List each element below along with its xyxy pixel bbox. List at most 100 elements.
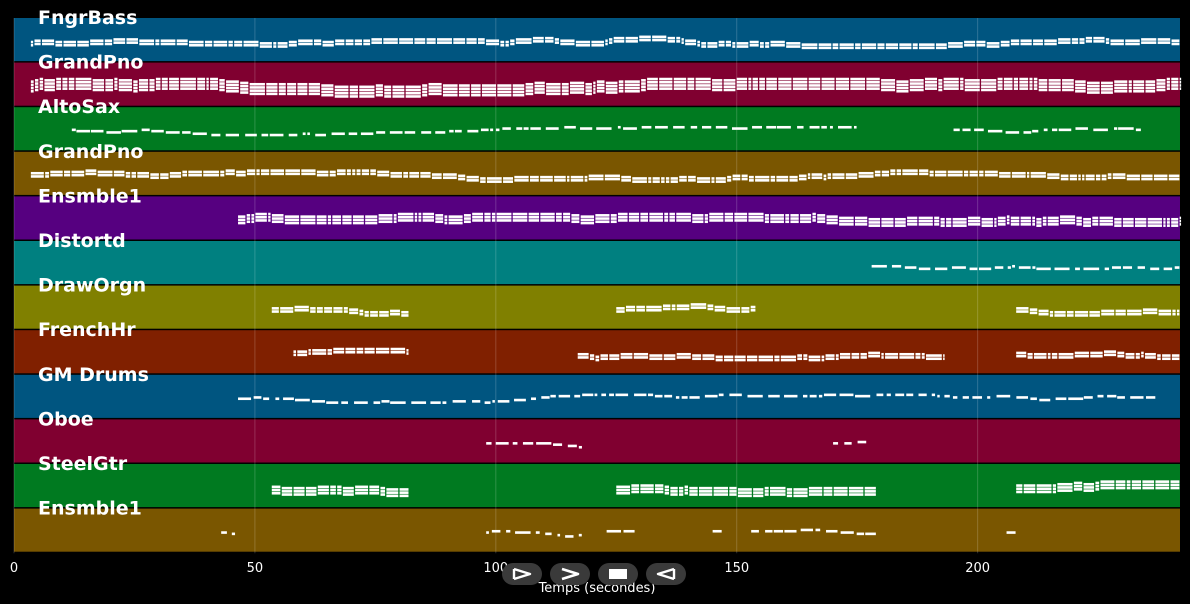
note xyxy=(327,349,332,352)
note xyxy=(718,40,725,44)
note xyxy=(149,88,155,92)
note xyxy=(414,212,418,216)
note xyxy=(1060,177,1069,181)
note xyxy=(150,176,159,180)
note xyxy=(343,307,348,310)
note xyxy=(428,86,442,89)
note xyxy=(64,173,71,177)
note xyxy=(616,307,625,310)
note xyxy=(764,214,769,217)
note xyxy=(639,38,651,42)
note xyxy=(268,212,271,216)
note xyxy=(935,267,948,271)
note xyxy=(1010,42,1020,46)
note xyxy=(1099,219,1113,223)
note xyxy=(755,175,770,179)
note xyxy=(422,93,428,97)
note xyxy=(1171,87,1179,90)
note xyxy=(92,85,105,89)
note xyxy=(161,87,168,90)
note xyxy=(1042,216,1047,220)
note xyxy=(528,219,540,222)
note xyxy=(620,352,633,356)
note xyxy=(310,310,316,313)
note xyxy=(384,88,392,92)
note xyxy=(774,355,780,359)
note xyxy=(964,79,980,82)
note xyxy=(435,214,444,217)
note xyxy=(748,179,754,182)
note xyxy=(1036,224,1042,227)
note xyxy=(266,89,278,92)
note xyxy=(704,220,708,224)
note xyxy=(390,309,400,313)
play-button[interactable] xyxy=(502,563,542,585)
note xyxy=(442,90,458,94)
note xyxy=(512,215,528,219)
note xyxy=(238,221,246,225)
note xyxy=(732,127,748,130)
note xyxy=(585,89,592,92)
note xyxy=(896,80,909,83)
note xyxy=(329,173,336,177)
note xyxy=(330,491,336,495)
note xyxy=(448,221,463,225)
note xyxy=(321,84,334,87)
note xyxy=(711,180,715,183)
note xyxy=(858,171,874,175)
note xyxy=(1145,83,1156,87)
note xyxy=(355,491,369,495)
note xyxy=(1048,82,1061,85)
note xyxy=(426,41,436,44)
note xyxy=(664,491,670,495)
note xyxy=(835,357,839,361)
note xyxy=(654,394,663,398)
note xyxy=(690,125,698,129)
note xyxy=(564,125,576,129)
note xyxy=(976,43,986,47)
note xyxy=(570,179,584,182)
note xyxy=(605,91,618,94)
note xyxy=(812,219,816,222)
rewind-button[interactable] xyxy=(646,563,686,585)
note xyxy=(1100,486,1115,490)
note xyxy=(444,218,448,222)
note xyxy=(670,180,678,183)
note xyxy=(545,40,554,43)
note xyxy=(251,220,255,224)
note-layer xyxy=(30,35,1182,538)
note xyxy=(808,355,821,359)
note xyxy=(399,41,414,44)
note xyxy=(428,92,442,96)
note xyxy=(605,39,608,43)
note xyxy=(1033,352,1047,356)
note xyxy=(1107,173,1112,176)
note xyxy=(287,82,297,86)
note xyxy=(792,80,808,84)
note xyxy=(1163,221,1166,224)
note xyxy=(797,357,803,361)
note xyxy=(987,129,1003,133)
note xyxy=(180,77,196,81)
note xyxy=(1048,88,1061,92)
note xyxy=(352,221,364,225)
note xyxy=(114,80,118,84)
note xyxy=(1005,131,1020,134)
note xyxy=(541,396,550,399)
stop-button[interactable] xyxy=(598,563,638,585)
note xyxy=(1003,80,1013,84)
note xyxy=(615,393,629,397)
note xyxy=(685,39,697,43)
note xyxy=(251,217,255,220)
note xyxy=(1095,174,1101,178)
note xyxy=(580,218,595,222)
note xyxy=(1093,128,1108,132)
forward-button[interactable] xyxy=(550,563,590,585)
note xyxy=(390,350,406,354)
note xyxy=(670,177,678,180)
note xyxy=(776,175,789,179)
note xyxy=(253,396,262,399)
note xyxy=(613,36,625,40)
note xyxy=(679,486,684,490)
note xyxy=(361,172,369,176)
